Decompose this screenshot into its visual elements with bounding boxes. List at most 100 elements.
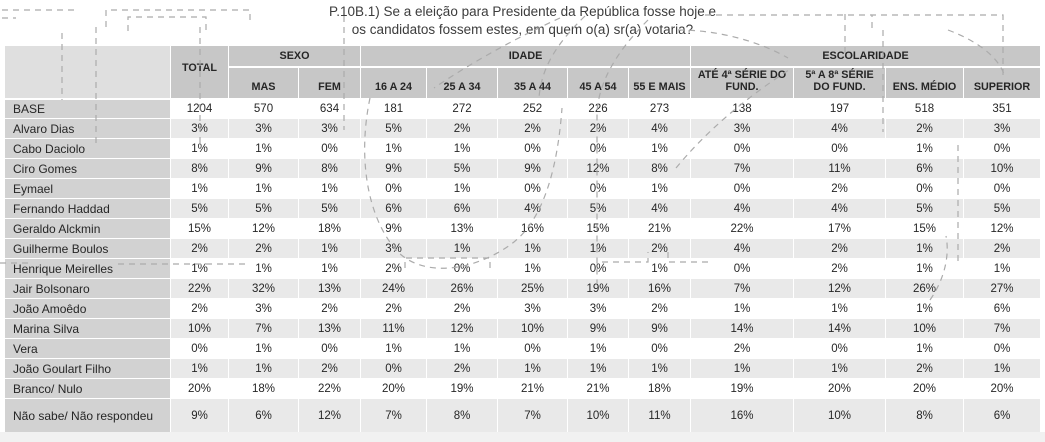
cell: 2%	[628, 238, 692, 259]
cell: 1%	[228, 338, 299, 359]
cell: 1%	[690, 298, 795, 319]
cell: 8%	[628, 158, 692, 179]
cell: 181	[360, 98, 428, 119]
row-label: Vera	[4, 338, 171, 359]
cell: 5%	[567, 198, 630, 219]
cell: 5%	[170, 198, 229, 219]
cell: 20%	[360, 378, 428, 399]
cell: 1204	[170, 98, 229, 119]
crosstab-table: TOTAL SEXO IDADE ESCOLARIDADE MAS FEM 16 A 24 2…	[4, 45, 1042, 433]
cell: 24%	[360, 278, 428, 299]
cell: 2%	[297, 298, 362, 319]
cell: 7%	[690, 278, 795, 299]
cell: 0%	[793, 138, 887, 159]
cell: 1%	[426, 178, 499, 199]
cell: 9%	[360, 158, 428, 179]
cell: 0%	[628, 338, 692, 359]
table-row: Geraldo Alckmin 15% 12% 18% 9% 13% 16% 15% 21% 22…	[4, 218, 1042, 239]
cell: 0%	[497, 338, 569, 359]
table-row: Não sabe/ Não respondeu 9% 6% 12% 7% 8% 7% 10% 1…	[4, 398, 1042, 433]
table-row: Marina Silva 10% 7% 13% 11% 12% 10% 9% 9% 14% 14% 1…	[4, 318, 1042, 339]
table-row: João Amoêdo 2% 3% 2% 2% 2% 3% 3% 2% 1% 1% 1% 6%	[4, 298, 1042, 319]
cell: 1%	[228, 178, 299, 199]
cell: 0%	[567, 178, 630, 199]
cell: 13%	[297, 318, 362, 339]
cell: 3%	[360, 238, 428, 259]
cell: 22%	[297, 378, 362, 399]
cell: 226	[567, 98, 630, 119]
cell: 1%	[628, 138, 692, 159]
col-header: FEM	[297, 66, 362, 99]
col-header: 35 A 44	[497, 66, 569, 99]
cell: 20%	[793, 378, 887, 399]
cell: 634	[297, 98, 362, 119]
cell: 6%	[963, 298, 1042, 319]
cell: 3%	[170, 118, 229, 139]
header-group-row: TOTAL SEXO IDADE ESCOLARIDADE	[4, 45, 1042, 100]
row-label: Jair Bolsonaro	[4, 278, 171, 299]
cell: 16%	[690, 398, 795, 433]
cell: 15%	[885, 218, 965, 239]
cell: 1%	[567, 358, 630, 379]
cell: 0%	[793, 338, 887, 359]
cell: 15%	[170, 218, 229, 239]
table-row: Branco/ Nulo 20% 18% 22% 20% 19% 21% 21% 18% 19% 2…	[4, 378, 1042, 399]
cell: 1%	[228, 138, 299, 159]
col-group-header: SEXO	[227, 45, 362, 68]
col-header: 16 A 24	[360, 66, 428, 99]
cell: 22%	[690, 218, 795, 239]
cell: 1%	[628, 178, 692, 199]
cell: 26%	[885, 278, 965, 299]
cell: 8%	[297, 158, 362, 179]
cell: 9%	[497, 158, 569, 179]
cell: 5%	[963, 198, 1042, 219]
cell: 3%	[228, 298, 299, 319]
cell: 1%	[567, 238, 630, 259]
col-header: ENS. MÉDIO	[885, 66, 965, 99]
cell: 1%	[297, 238, 362, 259]
cell: 1%	[360, 138, 428, 159]
cell: 2%	[567, 118, 630, 139]
cell: 2%	[793, 178, 887, 199]
question-title-line1: P.10B.1) Se a eleição para Presidente da…	[328, 4, 716, 19]
footer-strip	[0, 432, 1045, 442]
cell: 18%	[228, 378, 299, 399]
cell: 4%	[793, 118, 887, 139]
cell: 21%	[628, 218, 692, 239]
cell: 0%	[567, 138, 630, 159]
cell: 5%	[228, 198, 299, 219]
cell: 2%	[793, 258, 887, 279]
cell: 4%	[497, 198, 569, 219]
cell: 5%	[885, 198, 965, 219]
cell: 4%	[628, 118, 692, 139]
cell: 0%	[963, 138, 1042, 159]
cell: 0%	[360, 358, 428, 379]
cell: 1%	[628, 358, 692, 379]
row-label: Branco/ Nulo	[4, 378, 171, 399]
cell: 2%	[360, 298, 428, 319]
cell: 7%	[963, 318, 1042, 339]
cell: 3%	[297, 118, 362, 139]
col-header-total: TOTAL	[170, 45, 229, 100]
cell: 10%	[963, 158, 1042, 179]
question-title-line2: os candidatos fossem estes, em quem o(a)…	[351, 21, 694, 37]
cell: 272	[426, 98, 499, 119]
cell: 0%	[690, 138, 795, 159]
cell: 22%	[170, 278, 229, 299]
table-row: Cabo Daciolo 1% 1% 0% 1% 1% 0% 0% 1% 0% 0% 1% 0%	[4, 138, 1042, 159]
col-header: ATÉ 4ª SÉRIE DO FUND.	[690, 66, 795, 99]
cell: 0%	[690, 258, 795, 279]
cell: 6%	[426, 198, 499, 219]
cell: 1%	[567, 338, 630, 359]
cell: 20%	[885, 378, 965, 399]
cell: 1%	[228, 358, 299, 379]
cell: 2%	[228, 238, 299, 259]
cell: 3%	[567, 298, 630, 319]
cell: 9%	[567, 318, 630, 339]
row-label: Geraldo Alckmin	[4, 218, 171, 239]
cell: 27%	[963, 278, 1042, 299]
cell: 518	[885, 98, 965, 119]
cell: 18%	[297, 218, 362, 239]
cell: 11%	[628, 398, 692, 433]
cell: 6%	[963, 398, 1042, 433]
